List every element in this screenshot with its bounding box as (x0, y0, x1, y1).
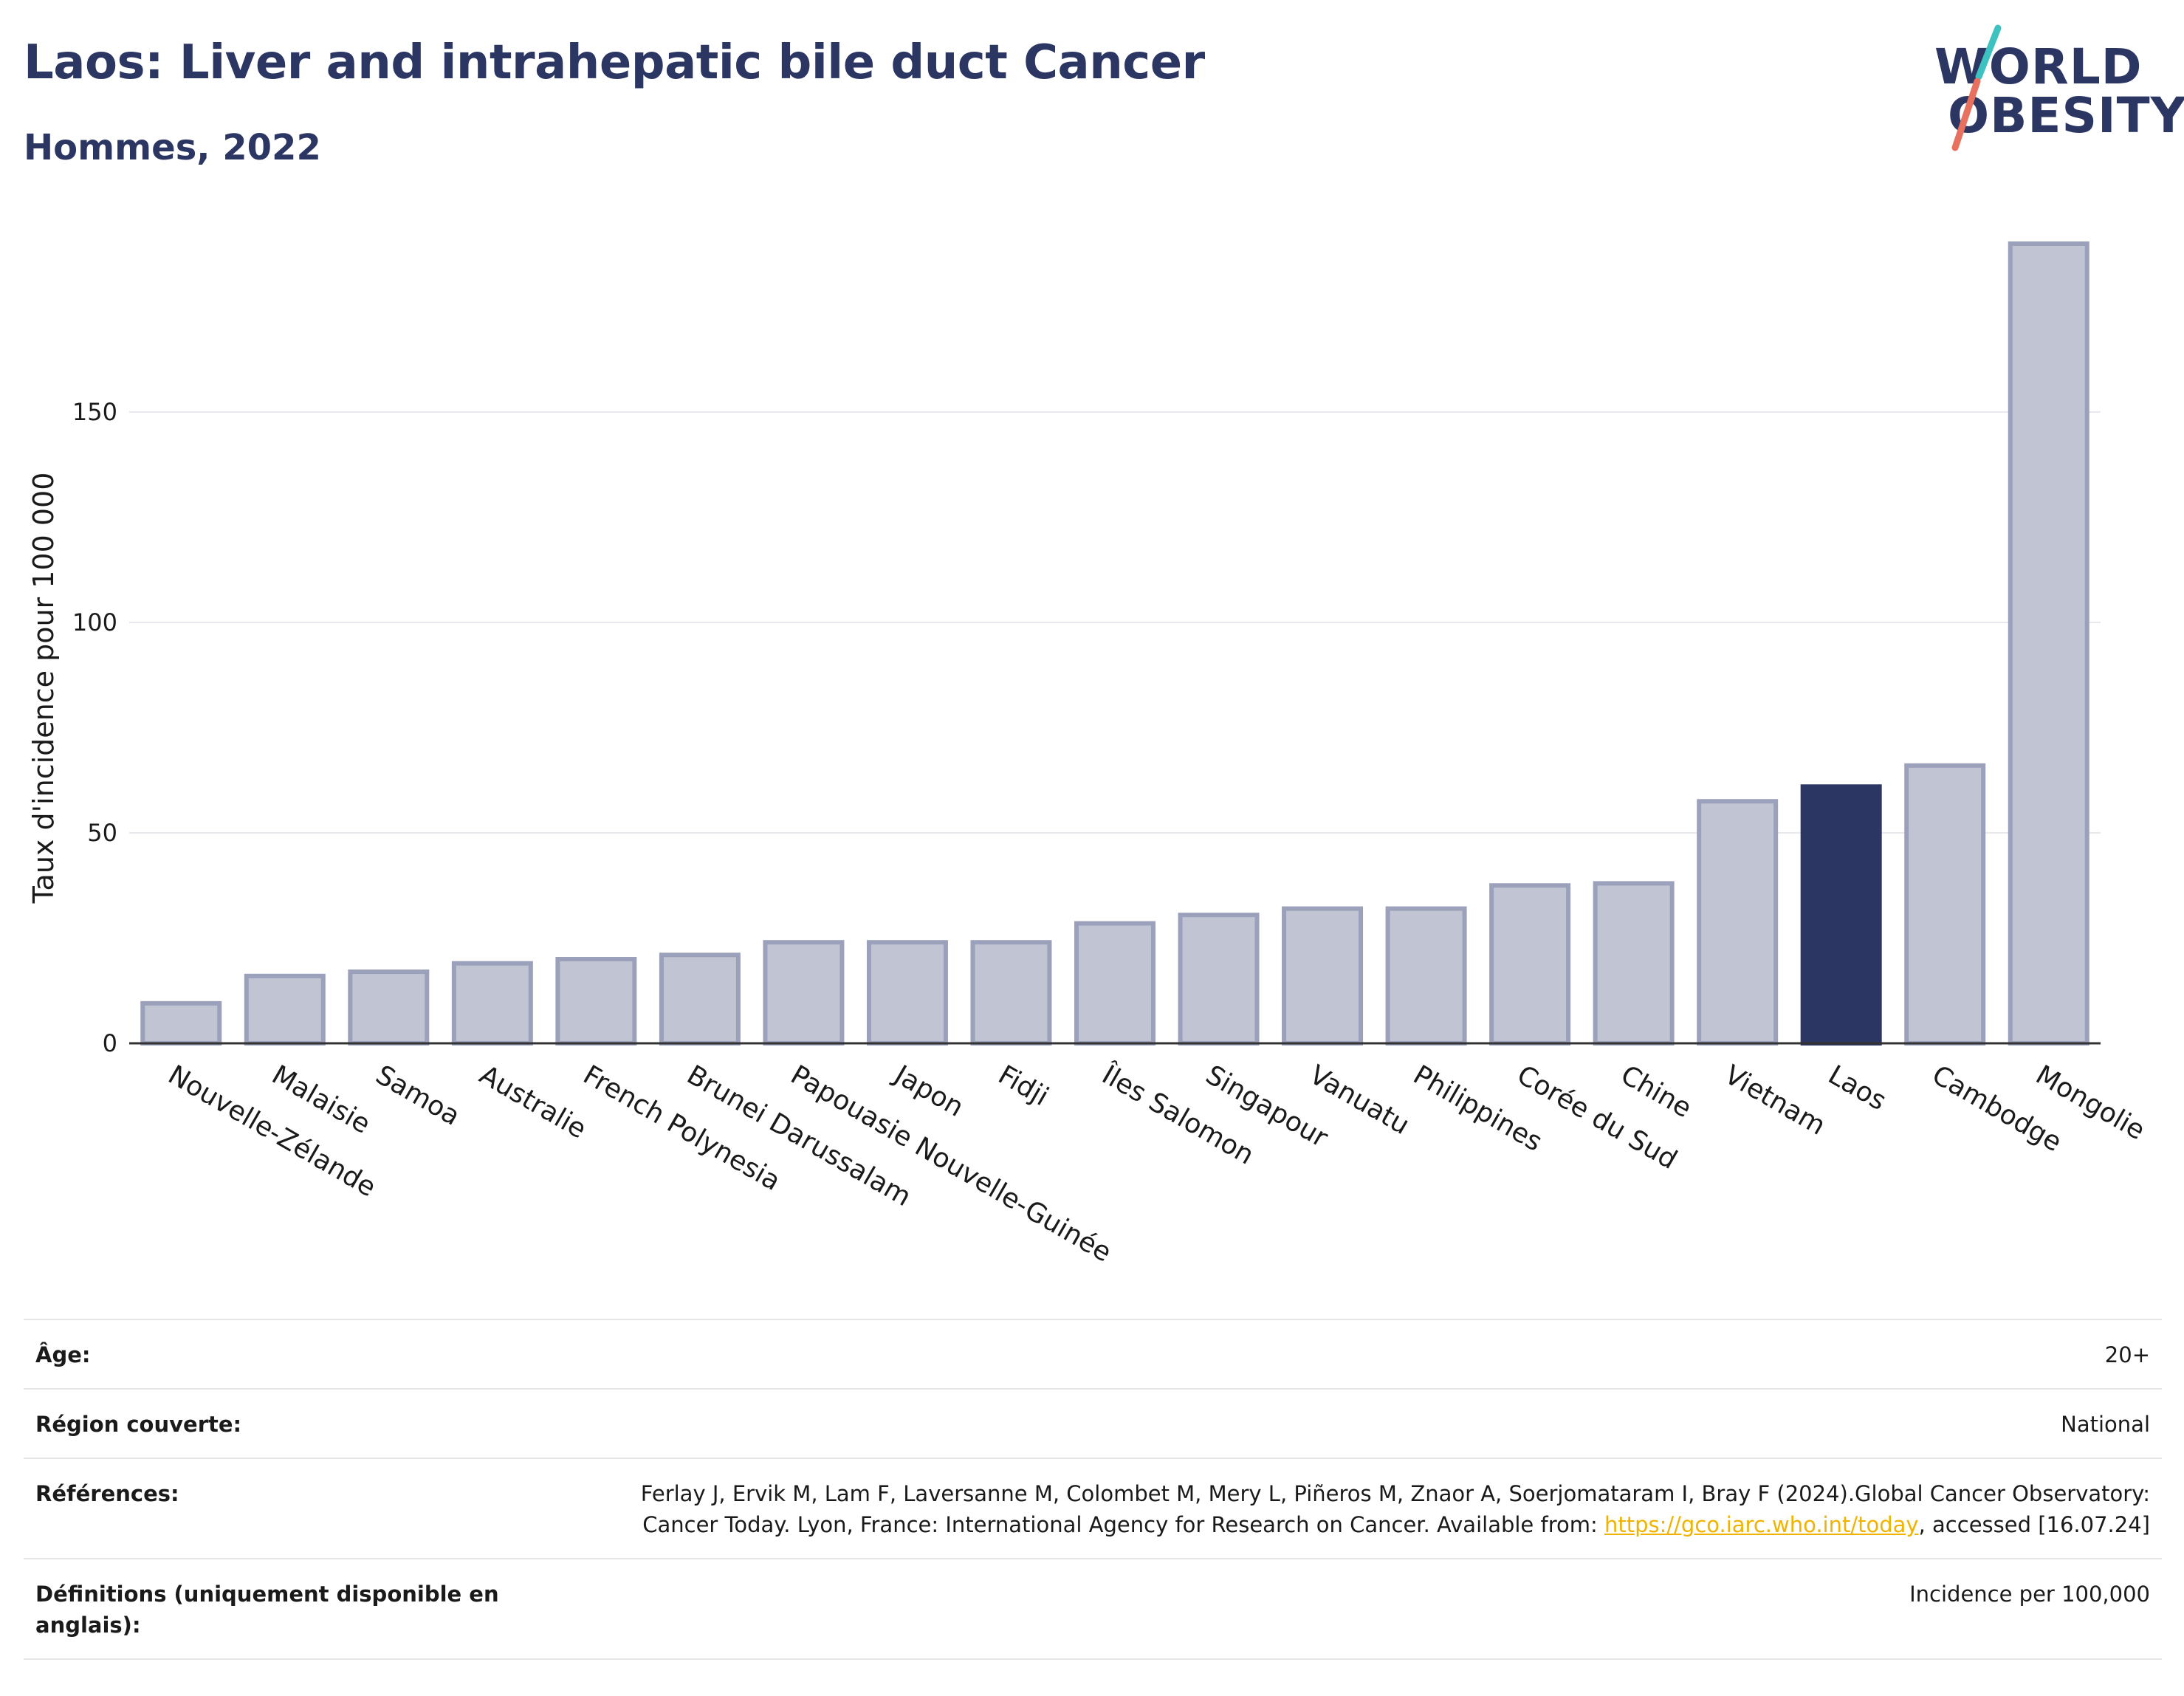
bar (1904, 763, 1986, 1046)
x-tick-label: Australie (474, 1060, 591, 1144)
meta-row-definitions: Définitions (uniquement disponible en an… (24, 1558, 2162, 1661)
meta-key: Références: (35, 1481, 179, 1507)
bar (348, 969, 430, 1046)
bar (2008, 241, 2089, 1046)
meta-row-references: Références: Ferlay J, Ervik M, Lam F, La… (24, 1458, 2162, 1558)
meta-key: Région couverte: (35, 1412, 242, 1438)
bar (1178, 913, 1260, 1046)
meta-value: National (2061, 1412, 2150, 1438)
x-tick-label: Samoa (371, 1060, 465, 1132)
meta-key: Définitions (uniquement disponible en an… (35, 1582, 499, 1638)
y-tick-label: 50 (87, 819, 117, 847)
y-tick-label: 0 (103, 1029, 117, 1057)
bar (1282, 906, 1364, 1046)
meta-row-age: Âge: 20+ (24, 1319, 2162, 1388)
metadata-table: Âge: 20+ Région couverte: National Référ… (24, 1319, 2162, 1661)
chart-subtitle: Hommes, 2022 (24, 127, 321, 168)
y-axis-label: Taux d'incidence pour 100 000 (27, 473, 60, 904)
bar (244, 973, 326, 1046)
meta-value: Ferlay J, Ervik M, Lam F, Laversanne M, … (563, 1478, 2150, 1540)
y-tick-label: 150 (72, 398, 117, 426)
bar (1074, 921, 1155, 1046)
meta-value: 20+ (2104, 1342, 2150, 1367)
reference-text: Ferlay J, Ervik M, Lam F, Laversanne M, … (640, 1481, 2150, 1538)
bar (763, 940, 845, 1046)
world-obesity-logo: WORLD OBESITY (1920, 22, 2184, 155)
logo-slash-icon (1951, 24, 2002, 151)
x-tick-label: Chine (1615, 1060, 1697, 1124)
meta-value: Incidence per 100,000 (1909, 1582, 2150, 1607)
bar (1593, 881, 1675, 1046)
bar (659, 952, 741, 1046)
reference-link[interactable]: https://gco.iarc.who.int/today (1604, 1512, 1919, 1538)
bar (1697, 799, 1779, 1046)
logo-line-2: OBESITY (1948, 87, 2184, 144)
x-tick-label: Vietnam (1720, 1060, 1830, 1141)
bar (451, 961, 533, 1046)
bar (1385, 906, 1467, 1046)
bar (970, 940, 1052, 1046)
chart-title: Laos: Liver and intrahepatic bile duct C… (24, 35, 1205, 90)
bar (555, 957, 637, 1046)
x-tick-label: Japon (888, 1059, 969, 1123)
bar-highlight (1800, 784, 1882, 1046)
logo-line-1: WORLD (1934, 38, 2143, 95)
x-tick-label: Laos (1823, 1060, 1891, 1116)
x-tick-label: Fidji (993, 1060, 1054, 1112)
bar (866, 940, 948, 1046)
meta-key: Âge: (35, 1342, 91, 1367)
x-tick-label: French Polynesia (578, 1060, 786, 1197)
y-tick-label: 100 (72, 608, 117, 636)
meta-row-region: Région couverte: National (24, 1388, 2162, 1458)
reference-accessed: , accessed [16.07.24] (1918, 1512, 2150, 1538)
bar (1489, 883, 1571, 1046)
bar (140, 1000, 222, 1046)
